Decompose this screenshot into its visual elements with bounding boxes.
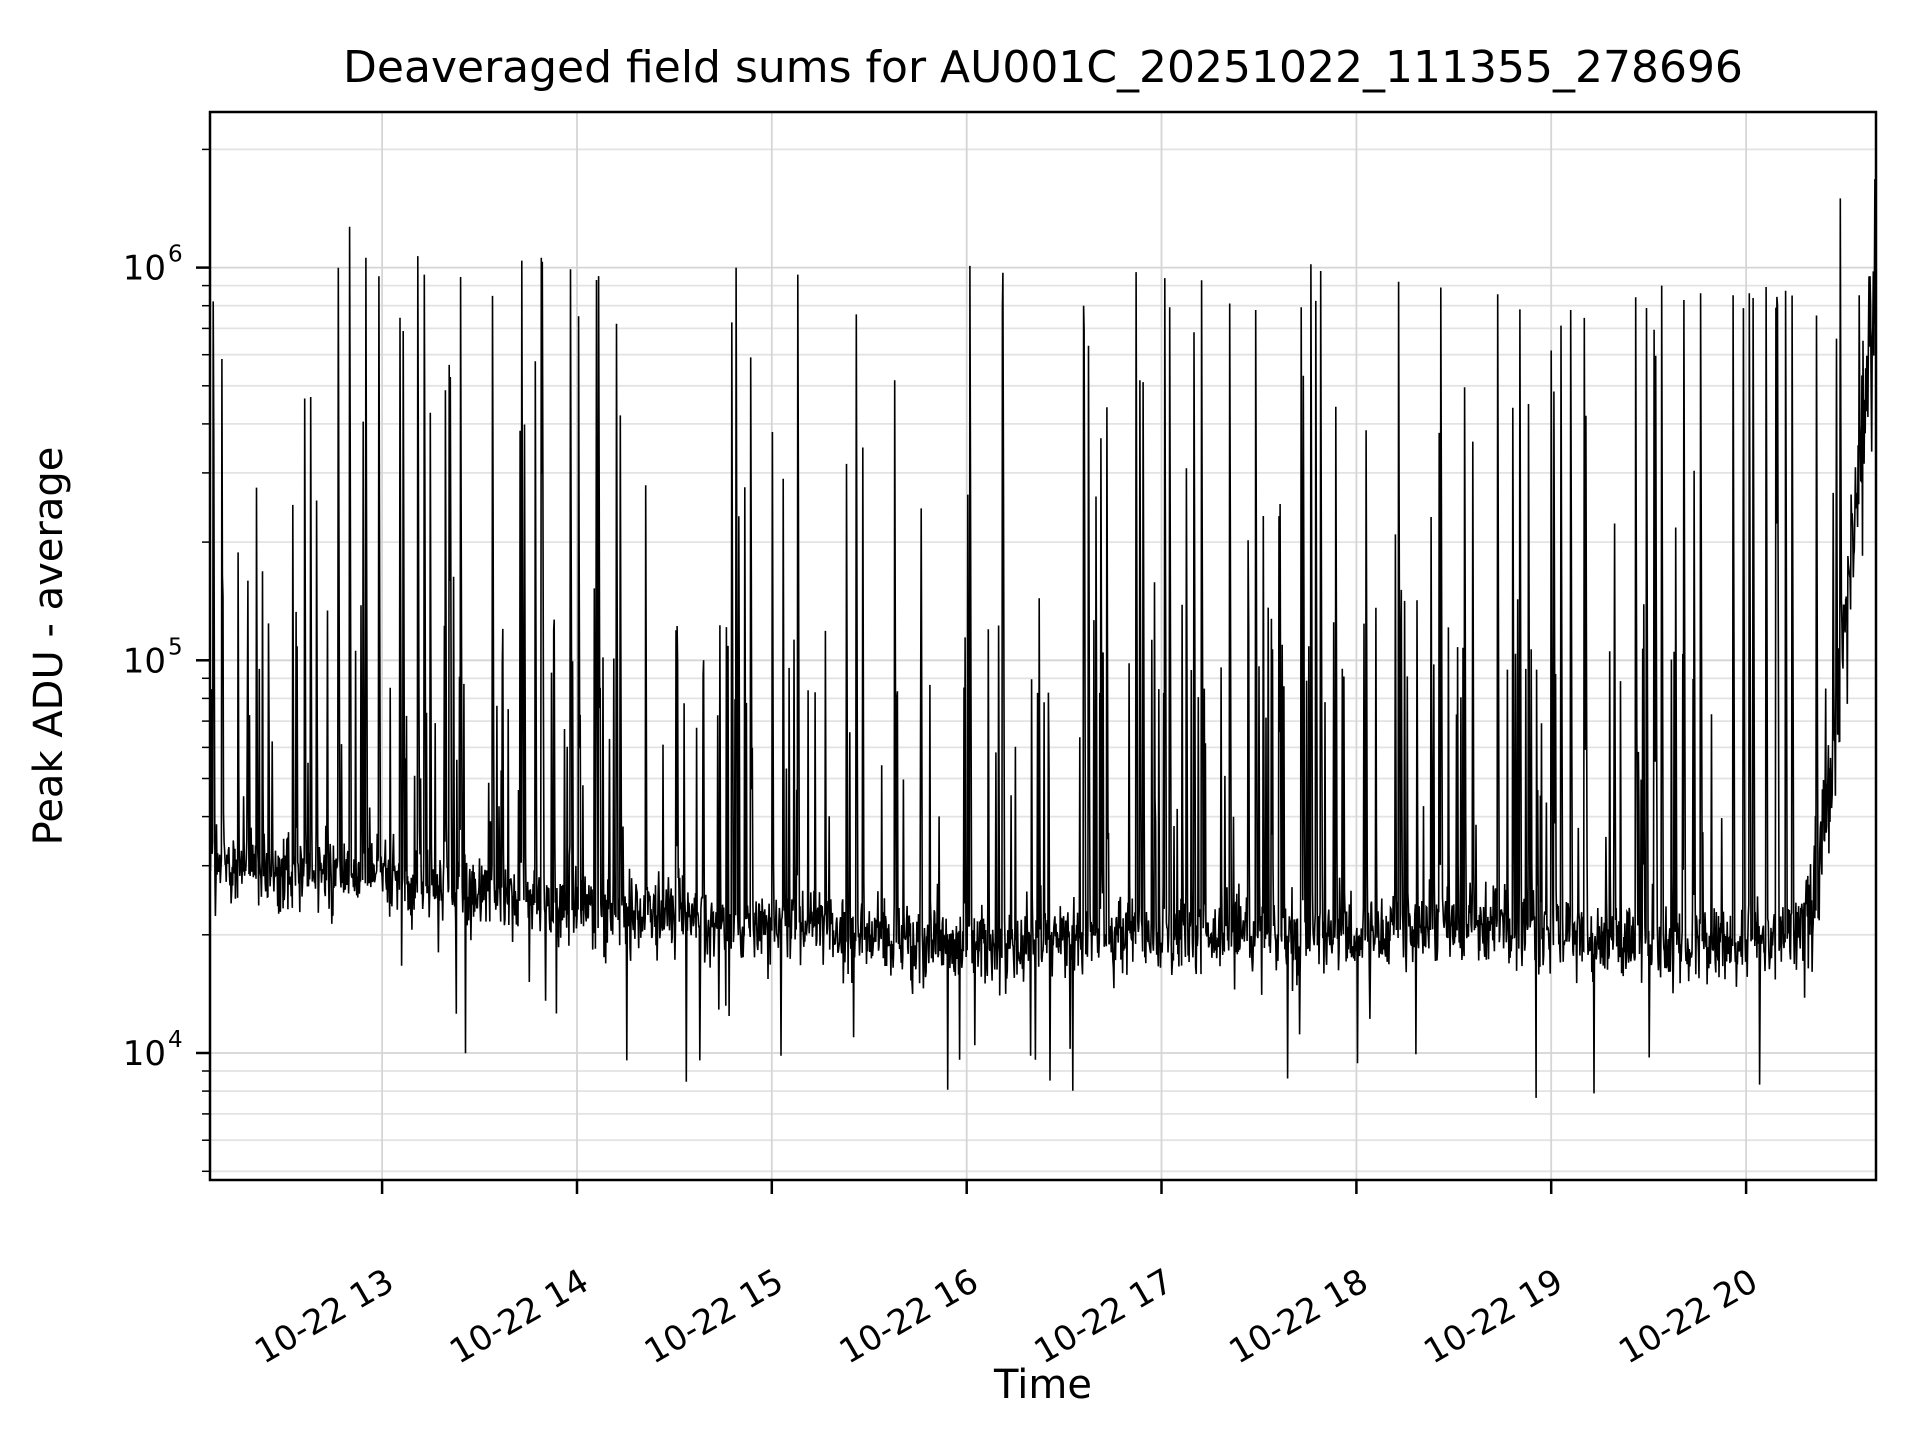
series-line [209,179,1877,1098]
x-tick-label: 10-22 20 [1612,1261,1764,1372]
tick-marks [196,148,1748,1194]
data-series [209,179,1877,1098]
x-tick-label: 10-22 18 [1223,1261,1375,1372]
x-axis-label: Time [993,1362,1092,1408]
chart-title: Deaveraged field sums for AU001C_2025102… [343,42,1743,93]
x-tick-labels: 10-22 13 10-22 14 10-22 15 10-22 16 10-22 17… [248,1261,1764,1372]
x-tick-label: 10-22 13 [248,1261,400,1372]
y-tick-label-base: 10 [123,641,166,681]
y-axis-label: Peak ADU - average [26,447,72,846]
y-tick-label-base: 10 [123,249,166,289]
x-tick-label: 10-22 16 [833,1261,985,1372]
x-tick-label: 10-22 15 [638,1261,790,1372]
y-tick-label-exponent: 6 [168,242,183,268]
x-tick-label: 10-22 14 [443,1261,595,1372]
y-tick-label-exponent: 4 [168,1027,183,1053]
x-tick-label: 10-22 17 [1028,1261,1180,1372]
y-tick-label-base: 10 [123,1034,166,1074]
gridlines [210,112,1876,1180]
x-tick-label: 10-22 19 [1417,1261,1569,1372]
plot-frame [208,110,1878,1182]
y-tick-label-exponent: 5 [168,634,183,660]
